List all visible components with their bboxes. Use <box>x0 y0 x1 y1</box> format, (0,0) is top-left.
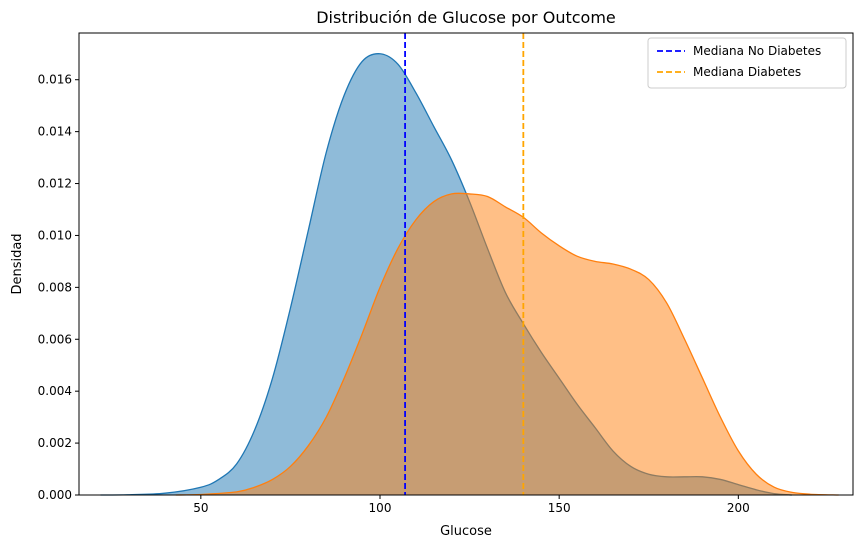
plot-area <box>100 33 839 496</box>
legend: Mediana No Diabetes Mediana Diabetes <box>647 37 847 89</box>
y-tick-label: 0.000 <box>38 488 72 502</box>
x-tick-label: 50 <box>193 501 208 515</box>
y-tick-label: 0.002 <box>38 436 72 450</box>
y-tick-label: 0.014 <box>38 125 72 139</box>
density-line-1 <box>175 192 839 496</box>
legend-label-diabetes: Mediana Diabetes <box>693 65 801 79</box>
x-axis-ticks: 50 100 150 200 <box>193 495 750 515</box>
y-tick-label: 0.012 <box>38 177 72 191</box>
y-tick-label: 0.010 <box>38 228 72 242</box>
x-tick-label: 150 <box>548 501 571 515</box>
y-tick-label: 0.006 <box>38 332 72 346</box>
y-axis-ticks: 0.000 0.002 0.004 0.006 0.008 0.010 0.012 0.014… <box>38 73 79 502</box>
y-tick-label: 0.016 <box>38 73 72 87</box>
y-tick-label: 0.004 <box>38 384 72 398</box>
y-axis-label: Densidad <box>10 233 25 294</box>
plot-frame <box>78 32 854 496</box>
x-axis-label: Glucose <box>440 524 492 539</box>
x-tick-label: 200 <box>727 501 750 515</box>
legend-box <box>647 37 847 89</box>
x-tick-label: 100 <box>369 501 392 515</box>
chart-title: Distribución de Glucose por Outcome <box>316 8 616 27</box>
density-area-1 <box>175 193 839 496</box>
y-tick-label: 0.008 <box>38 280 72 294</box>
legend-label-no-diabetes: Mediana No Diabetes <box>693 44 821 58</box>
